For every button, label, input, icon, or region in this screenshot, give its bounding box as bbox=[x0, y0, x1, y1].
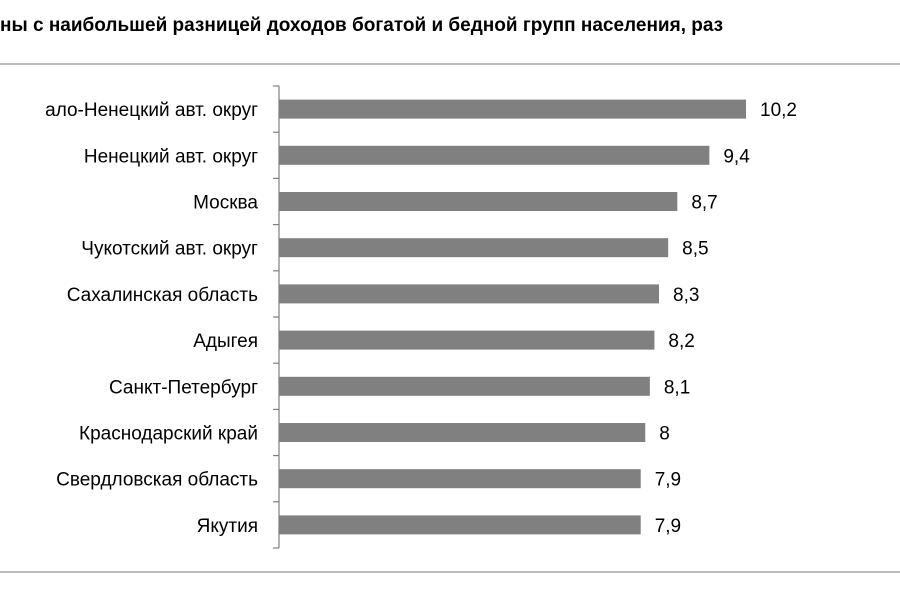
value-label: 8 bbox=[659, 424, 670, 445]
category-label: Свердловская область bbox=[56, 470, 258, 491]
bar bbox=[279, 515, 641, 535]
bar bbox=[279, 238, 669, 258]
category-label: Якутия bbox=[197, 516, 258, 537]
category-label: Москва bbox=[193, 193, 258, 214]
bar bbox=[279, 284, 660, 304]
value-label: 8,5 bbox=[682, 239, 708, 260]
value-labels: 10,2 9,4 8,7 8,5 8,3 8,2 8,1 8 7,9 7,9 bbox=[655, 100, 797, 537]
category-axis bbox=[273, 85, 280, 549]
value-label: 9,4 bbox=[723, 146, 750, 167]
bar bbox=[279, 192, 678, 211]
value-label: 7,9 bbox=[655, 516, 681, 537]
category-label: Краснодарский край bbox=[79, 424, 258, 445]
category-label: Чукотский авт. округ bbox=[81, 239, 258, 260]
category-label: Ненецкий авт. округ bbox=[84, 146, 258, 167]
category-labels: ало-Ненецкий авт. округ Ненецкий авт. окр… bbox=[45, 100, 258, 537]
category-label: Адыгея bbox=[193, 331, 258, 352]
category-label: Санкт-Петербург bbox=[109, 377, 258, 398]
bar bbox=[279, 469, 641, 489]
value-label: 7,9 bbox=[655, 470, 681, 491]
value-label: 10,2 bbox=[760, 100, 797, 121]
bar bbox=[279, 423, 646, 442]
bars bbox=[279, 99, 746, 535]
bar bbox=[279, 145, 710, 165]
bar bbox=[279, 99, 746, 119]
value-label: 8,2 bbox=[668, 331, 694, 352]
bar bbox=[279, 376, 650, 396]
value-label: 8,1 bbox=[664, 377, 690, 398]
value-label: 8,7 bbox=[691, 193, 717, 214]
category-label: Сахалинская область bbox=[67, 285, 258, 306]
chart-title: ны с наибольшей разницей доходов богатой… bbox=[0, 15, 723, 36]
bar bbox=[279, 330, 655, 350]
value-label: 8,3 bbox=[673, 285, 699, 306]
category-label: ало-Ненецкий авт. округ bbox=[45, 100, 258, 121]
